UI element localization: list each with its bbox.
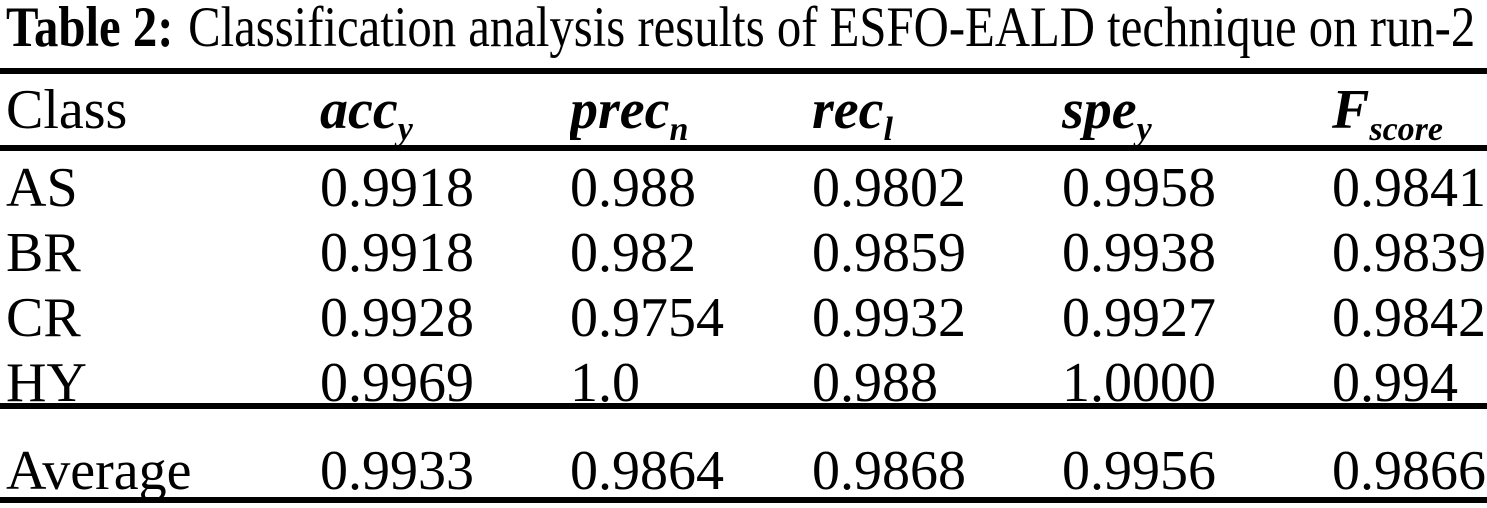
table-caption: Table 2: Classification analysis results … xyxy=(6,0,1487,56)
value-cell: 0.988 xyxy=(812,352,938,411)
value-cell: 0.9958 xyxy=(1062,157,1216,216)
table-head: Class accy precn recl spey Fscore xyxy=(0,74,1487,151)
table-body: AS 0.9918 0.988 0.9802 0.9958 0.9841 BR 0.9918 0… xyxy=(0,151,1487,411)
value-cell: 0.9928 xyxy=(320,287,474,346)
value-cell: 0.9956 xyxy=(1062,440,1216,502)
metric-subscript: n xyxy=(669,111,689,148)
value-cell: 0.9932 xyxy=(812,287,966,346)
table-caption-text: Classification analysis results of ESFO-… xyxy=(188,0,1476,59)
average-row: Average 0.9933 0.9864 0.9868 0.9956 0.9866 xyxy=(0,411,1487,505)
metric-name: prec xyxy=(570,79,670,141)
column-header-rec: recl xyxy=(812,74,1062,151)
value-cell: 0.988 xyxy=(570,157,696,216)
table-row-hy: HY 0.9969 1.0 0.988 1.0000 0.994 xyxy=(0,346,1487,411)
value-cell: 0.9841 xyxy=(1332,157,1486,216)
column-header-f: Fscore xyxy=(1332,74,1487,151)
value-cell: 0.9754 xyxy=(570,287,724,346)
table-row-br: BR 0.9918 0.982 0.9859 0.9938 0.9839 xyxy=(0,216,1487,281)
value-cell: 0.9868 xyxy=(812,440,966,502)
value-cell: 0.9802 xyxy=(812,157,966,216)
value-cell: 0.9842 xyxy=(1332,287,1486,346)
value-cell: 1.0000 xyxy=(1062,352,1216,411)
metric-subscript: y xyxy=(1136,111,1152,148)
value-cell: 0.9864 xyxy=(570,440,724,502)
value-cell: 0.9866 xyxy=(1332,440,1486,502)
metric-subscript: l xyxy=(883,111,893,148)
value-cell: 0.9918 xyxy=(320,157,474,216)
table-caption-label: Table 2: xyxy=(6,0,174,59)
value-cell: 0.9927 xyxy=(1062,287,1216,346)
column-header-acc: accy xyxy=(320,74,570,151)
metric-name: rec xyxy=(812,79,884,141)
value-cell: 1.0 xyxy=(570,352,640,411)
rule-top xyxy=(0,68,1487,74)
metric-name: spe xyxy=(1062,79,1137,141)
table-row-as: AS 0.9918 0.988 0.9802 0.9958 0.9841 xyxy=(0,151,1487,216)
rule-bottom xyxy=(0,497,1487,503)
metric-subscript: y xyxy=(397,111,413,148)
row-label: HY xyxy=(6,352,87,411)
table-row-cr: CR 0.9928 0.9754 0.9932 0.9927 0.9842 xyxy=(0,281,1487,346)
table-summary: Average 0.9933 0.9864 0.9868 0.9956 0.9866 xyxy=(0,411,1487,505)
row-label: CR xyxy=(6,287,81,346)
value-cell: 0.9839 xyxy=(1332,222,1486,281)
row-label: BR xyxy=(6,222,81,281)
row-label: AS xyxy=(6,157,78,216)
header-row: Class accy precn recl spey Fscore xyxy=(0,74,1487,151)
column-header-prec: precn xyxy=(570,74,812,151)
column-header-class: Class xyxy=(6,79,128,141)
value-cell: 0.9918 xyxy=(320,222,474,281)
value-cell: 0.982 xyxy=(570,222,696,281)
value-cell: 0.994 xyxy=(1332,352,1458,411)
value-cell: 0.9969 xyxy=(320,352,474,411)
value-cell: 0.9938 xyxy=(1062,222,1216,281)
metric-subscript: score xyxy=(1369,111,1444,148)
value-cell: 0.9859 xyxy=(812,222,966,281)
column-header-spe: spey xyxy=(1062,74,1332,151)
rule-above-average xyxy=(0,403,1487,409)
metric-name: acc xyxy=(320,79,398,141)
value-cell: 0.9933 xyxy=(320,440,474,502)
classification-results-table: Class accy precn recl spey Fscore AS 0.9918 0.… xyxy=(0,74,1487,505)
metric-name: F xyxy=(1332,79,1370,141)
row-label: Average xyxy=(6,440,192,502)
rule-below-header xyxy=(0,145,1487,151)
table-caption-line: Table 2: Classification analysis results … xyxy=(6,0,1475,56)
